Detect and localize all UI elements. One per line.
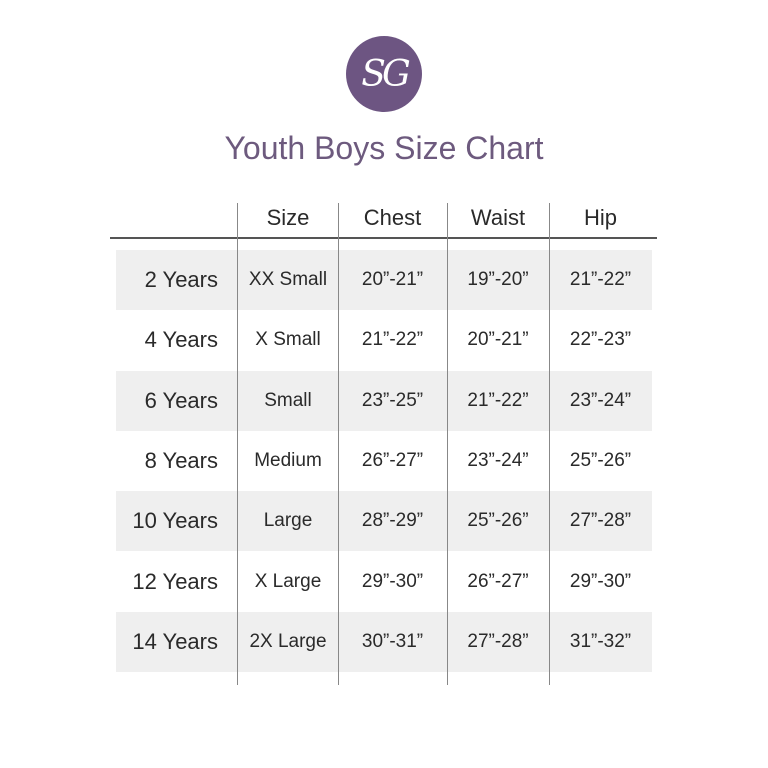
logo-text: SG bbox=[361, 53, 410, 95]
table-row: 8 Years Medium 26”-27” 23”-24” 25”-26” bbox=[116, 431, 652, 491]
cell-size: Large bbox=[263, 510, 313, 532]
table-row: 4 Years X Small 21”-22” 20”-21” 22”-23” bbox=[116, 310, 652, 370]
page-title: Youth Boys Size Chart bbox=[224, 130, 544, 166]
column-divider bbox=[447, 203, 448, 685]
cell-size: XX Small bbox=[248, 269, 328, 290]
cell-age: 10 Years bbox=[132, 508, 218, 534]
cell-waist: 23”-24” bbox=[467, 449, 529, 471]
column-divider bbox=[549, 203, 550, 685]
table-row: 14 Years 2X Large 30”-31” 27”-28” 31”-32” bbox=[116, 611, 652, 672]
cell-hip: 31”-32” bbox=[569, 630, 632, 652]
cell-waist: 27”-28” bbox=[467, 630, 529, 652]
cell-age: 12 Years bbox=[132, 568, 218, 594]
cell-chest: 20”-21” bbox=[361, 269, 424, 290]
cell-size: 2X Large bbox=[249, 630, 327, 652]
cell-waist: 20”-21” bbox=[467, 329, 529, 351]
cell-chest: 21”-22” bbox=[361, 329, 424, 351]
cell-hip: 23”-24” bbox=[569, 389, 632, 411]
cell-size: X Small bbox=[255, 329, 321, 351]
cell-size: Small bbox=[264, 389, 312, 411]
cell-chest: 23”-25” bbox=[361, 389, 424, 411]
cell-hip: 29”-30” bbox=[569, 570, 632, 592]
cell-chest: 26”-27” bbox=[361, 449, 424, 471]
cell-hip: 21”-22” bbox=[569, 269, 632, 290]
cell-waist: 26”-27” bbox=[467, 570, 529, 592]
cell-waist: 25”-26” bbox=[467, 510, 529, 532]
cell-age: 2 Years bbox=[144, 267, 218, 292]
cell-age: 4 Years bbox=[144, 327, 218, 353]
cell-chest: 29”-30” bbox=[361, 570, 424, 592]
cell-waist: 21”-22” bbox=[467, 389, 529, 411]
table-row: 6 Years Small 23”-25” 21”-22” 23”-24” bbox=[116, 370, 652, 431]
header-divider bbox=[110, 237, 657, 239]
cell-age: 6 Years bbox=[144, 387, 218, 413]
header-size: Size bbox=[266, 205, 310, 230]
table-row: 10 Years Large 28”-29” 25”-26” 27”-28” bbox=[116, 491, 652, 552]
cell-hip: 25”-26” bbox=[569, 449, 632, 471]
cell-age: 14 Years bbox=[132, 628, 218, 654]
column-divider bbox=[237, 203, 238, 685]
brand-logo: SG bbox=[346, 36, 422, 112]
column-divider bbox=[338, 203, 339, 685]
cell-chest: 30”-31” bbox=[361, 630, 424, 652]
cell-waist: 19”-20” bbox=[467, 269, 529, 290]
table-row: 2 Years XX Small 20”-21” 19”-20” 21”-22” bbox=[116, 250, 652, 310]
cell-chest: 28”-29” bbox=[361, 510, 424, 532]
cell-size: X Large bbox=[254, 570, 322, 592]
cell-hip: 22”-23” bbox=[569, 329, 632, 351]
cell-age: 8 Years bbox=[144, 447, 218, 473]
header-chest: Chest bbox=[363, 205, 422, 230]
table-row: 12 Years X Large 29”-30” 26”-27” 29”-30” bbox=[116, 552, 652, 612]
header-waist: Waist bbox=[470, 205, 526, 230]
header-hip: Hip bbox=[583, 205, 617, 230]
cell-size: Medium bbox=[254, 449, 322, 471]
cell-hip: 27”-28” bbox=[569, 510, 632, 532]
